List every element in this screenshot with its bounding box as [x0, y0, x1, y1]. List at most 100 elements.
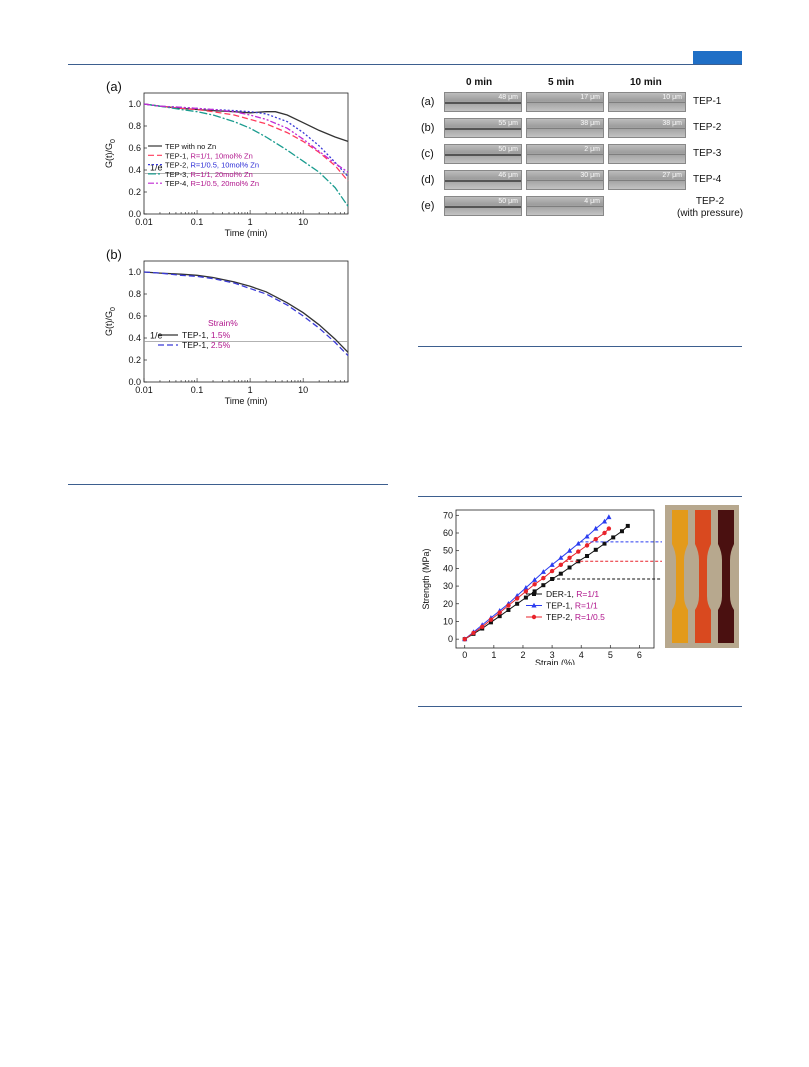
- scale-label: 48 μm: [498, 94, 518, 101]
- data-point: [602, 541, 607, 546]
- x-tick-label: 4: [579, 650, 584, 660]
- legend-entry: TEP-1, R=1/1: [546, 601, 598, 611]
- panel-label: (a): [106, 80, 122, 94]
- section-rule-left: [68, 484, 388, 485]
- row-label: (c): [421, 148, 434, 160]
- series-line: [143, 103, 349, 182]
- data-point: [593, 547, 598, 552]
- sample-label: TEP-3: [693, 148, 722, 159]
- legend-entry: TEP-1, 1.5%: [182, 330, 231, 340]
- specimen-dogbone: [694, 510, 712, 643]
- section-rule-right-2: [418, 496, 742, 497]
- y-tick-label: 10: [443, 616, 453, 626]
- scale-label: 38 μm: [580, 120, 600, 127]
- x-tick-label: 1: [491, 650, 496, 660]
- sample-label: TEP-4: [693, 174, 722, 185]
- column-header: 5 min: [548, 77, 575, 88]
- x-tick-label: 6: [637, 650, 642, 660]
- section-rule-right-1: [418, 346, 742, 347]
- micrograph-image: 2 μm: [526, 144, 604, 164]
- data-point: [625, 523, 630, 528]
- x-tick-label: 0: [462, 650, 467, 660]
- column-header: 0 min: [466, 77, 493, 88]
- data-point: [567, 565, 572, 570]
- y-tick-label: 0.4: [128, 333, 141, 343]
- data-point: [506, 603, 511, 608]
- micrograph-image: 38 μm: [526, 118, 604, 138]
- scale-label: 2 μm: [584, 146, 600, 153]
- data-point: [514, 593, 520, 598]
- y-tick-label: 0.6: [128, 311, 141, 321]
- y-axis-label: G(t)/G0: [104, 139, 117, 168]
- series-line: [143, 103, 349, 173]
- data-point: [566, 547, 573, 553]
- plot-frame: [143, 92, 349, 215]
- series-line: [143, 271, 349, 357]
- legend-entry: TEP-3, R=1/1, 20mol% Zn: [165, 170, 253, 179]
- x-tick-label: 1: [248, 385, 253, 395]
- panel-label: (b): [106, 247, 122, 262]
- chart-b: (b) 1/e 0.0 0.2 0.4 0.6 0.8 1.0 0.01 0.1 1 10 Time (…: [104, 247, 349, 406]
- series-line: [143, 271, 349, 353]
- y-tick-label: 0.2: [128, 187, 141, 197]
- data-point: [575, 540, 581, 546]
- data-point: [531, 602, 537, 608]
- data-point: [532, 589, 537, 594]
- row-label: (b): [421, 122, 435, 134]
- data-point: [619, 529, 624, 534]
- sample-label: TEP-2 (with pressure): [677, 196, 744, 219]
- data-point: [532, 582, 537, 587]
- micrograph-image: 48 μm: [444, 92, 522, 112]
- x-axis-label: Time (min): [225, 396, 268, 406]
- y-tick-label: 0.8: [128, 121, 141, 131]
- scale-label: 50 μm: [498, 146, 518, 153]
- specimen-photo: [665, 505, 739, 648]
- sample-sublabel: (with pressure): [677, 207, 744, 219]
- x-tick-label: 5: [608, 650, 613, 660]
- data-point: [541, 583, 546, 588]
- y-axis-label: G(t)/G0: [104, 307, 117, 336]
- data-point: [602, 530, 607, 536]
- data-point: [506, 607, 511, 612]
- micrograph-image: 10 μm: [608, 92, 686, 112]
- y-tick-label: 0.6: [128, 143, 141, 153]
- y-tick-label: 20: [443, 599, 453, 609]
- scale-label: 46 μm: [498, 172, 518, 179]
- data-point: [584, 533, 590, 539]
- data-point: [471, 630, 476, 636]
- data-point: [558, 562, 564, 568]
- legend-entry: TEP-4, R=1/0.5, 20mol% Zn: [165, 179, 259, 188]
- data-point: [523, 589, 529, 594]
- legend-title: Strain%: [208, 318, 238, 328]
- chart-strength: 0 10 20 30 40 50 60 70 0 1 2 3 4 5 6 Strain (%) Strength…: [421, 509, 662, 665]
- scale-label: 38 μm: [662, 120, 682, 127]
- x-tick-label: 0.01: [135, 217, 153, 227]
- scale-label: 50 μm: [498, 198, 518, 205]
- y-tick-label: 30: [443, 581, 453, 591]
- legend-entry: TEP-1, R=1/1, 10mol% Zn: [165, 151, 253, 160]
- micrograph-image: 30 μm: [526, 170, 604, 190]
- series-line: [143, 103, 349, 143]
- y-tick-label: 0.4: [128, 165, 141, 175]
- specimen-dogbone: [717, 510, 735, 643]
- legend-entry: TEP with no Zn: [165, 142, 216, 151]
- y-axis-label: Strength (MPa): [421, 548, 431, 609]
- legend-entry: TEP-2, R=1/0.5: [546, 612, 605, 622]
- x-tick-label: 1: [248, 217, 253, 227]
- data-point: [515, 601, 520, 606]
- sample-label: TEP-2: [693, 122, 722, 133]
- x-tick-label: 10: [298, 217, 308, 227]
- data-point: [611, 535, 616, 540]
- x-tick-label: 0.1: [191, 217, 204, 227]
- y-tick-label: 50: [443, 546, 453, 556]
- specimen-dogbone: [671, 510, 689, 643]
- data-point: [480, 624, 485, 629]
- data-point: [576, 559, 581, 564]
- legend-entry: DER-1, R=1/1: [546, 589, 599, 599]
- reference-label: 1/e: [150, 331, 163, 341]
- data-point: [593, 525, 599, 531]
- data-point: [488, 620, 493, 625]
- row-label: (e): [421, 200, 435, 212]
- data-point: [549, 562, 555, 567]
- scale-label: 30 μm: [580, 172, 600, 179]
